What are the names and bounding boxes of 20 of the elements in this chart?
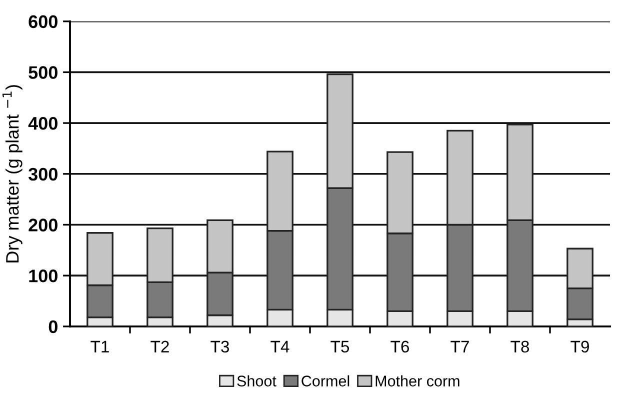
- y-tick-label: 100: [29, 270, 58, 282]
- legend-label: Mother corm: [376, 375, 460, 386]
- x-tick-label: T5: [330, 340, 350, 353]
- y-tick-label: 300: [28, 168, 58, 181]
- x-tick-label: T6: [390, 340, 409, 353]
- y-tick-label: 600: [28, 15, 58, 28]
- x-tick-label: T3: [210, 340, 229, 353]
- y-tick-label: 400: [28, 116, 58, 130]
- x-tick-label: T7: [450, 340, 469, 352]
- y-tick-label: 200: [28, 218, 58, 232]
- x-tick-label: T9: [570, 340, 589, 353]
- x-tick-label: T4: [270, 340, 290, 352]
- y-tick-label: 0: [48, 320, 58, 334]
- y-tick-label: 500: [28, 66, 58, 79]
- legend-label: Shoot: [237, 375, 276, 386]
- y-axis-title: Dry matter (g plant $^{−1}$): [2, 85, 22, 262]
- legend-label: Cormel: [302, 375, 350, 386]
- x-tick-label: T2: [150, 340, 169, 352]
- x-tick-label: T8: [510, 340, 529, 353]
- x-tick-label: T1: [90, 340, 109, 352]
